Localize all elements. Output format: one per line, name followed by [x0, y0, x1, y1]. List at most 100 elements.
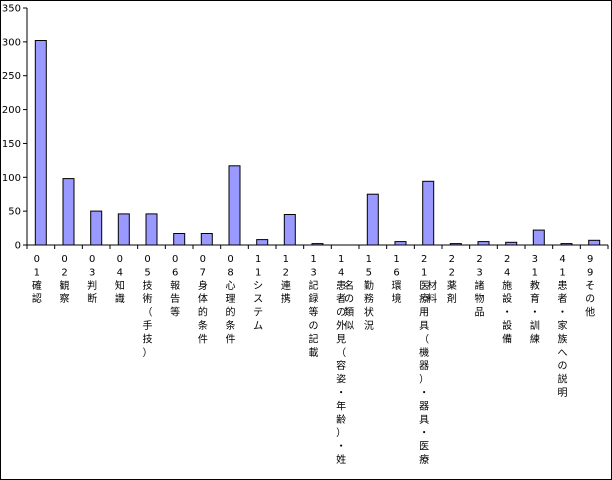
- x-tick-label: ・: [336, 442, 346, 453]
- x-tick-label: 患: [336, 280, 346, 292]
- bar: [34, 40, 47, 246]
- x-tick-label: 知: [115, 279, 125, 292]
- x-tick-label: の: [558, 361, 568, 372]
- x-tick-label: 訓: [530, 319, 540, 332]
- x-tick-label: 的: [198, 306, 208, 319]
- x-tick-label: 齢: [336, 413, 346, 426]
- x-tick-label: 身: [198, 279, 208, 292]
- x-tick-code-digit: 1: [310, 254, 316, 265]
- x-tick-label: 記: [309, 332, 319, 345]
- x-tick-label: 載: [309, 347, 319, 359]
- x-tick-code-digit: 2: [61, 267, 67, 278]
- x-tick-label: 名: [344, 279, 354, 292]
- x-tick-label: 医: [419, 441, 429, 453]
- x-tick-label: 明: [558, 387, 568, 399]
- x-tick-label: 療: [419, 453, 429, 466]
- x-tick-code-digit: 7: [200, 267, 206, 278]
- x-tick-label: 薬: [447, 280, 457, 292]
- bar: [62, 178, 75, 246]
- bar: [283, 214, 296, 246]
- x-tick-code-digit: 0: [172, 254, 178, 265]
- y-tick-label: 100: [2, 173, 21, 184]
- x-tick-label-group: 04知識04知識: [115, 254, 125, 305]
- x-tick-code-digit: 1: [559, 267, 565, 278]
- x-tick-label: 具: [419, 414, 429, 426]
- x-tick-label: シ: [253, 281, 263, 292]
- x-tick-code-digit: 1: [255, 254, 261, 265]
- x-tick-label: テ: [253, 308, 263, 319]
- x-tick-label: 医: [419, 280, 429, 292]
- x-tick-code-digit: 1: [255, 267, 261, 278]
- x-tick-label: 勤: [364, 279, 374, 292]
- x-tick-label: 断: [87, 292, 97, 305]
- x-tick-label: ）: [143, 347, 153, 359]
- x-tick-label: 観: [60, 279, 70, 292]
- x-tick-label: 条: [226, 319, 236, 332]
- x-tick-label: 況: [364, 320, 374, 332]
- x-tick-label: 外: [336, 320, 346, 332]
- x-tick-label-group: 99その他99その他: [585, 254, 595, 319]
- x-tick-code-digit: 0: [61, 254, 67, 265]
- x-tick-label: 他: [585, 306, 595, 319]
- x-tick-code-digit: 1: [532, 267, 538, 278]
- x-tick-label: 諸: [475, 279, 485, 292]
- x-tick-label: 告: [170, 292, 180, 305]
- x-tick-label-group: 12連携12連携: [281, 254, 291, 305]
- x-tick-label-group: 11システム11システム: [253, 254, 263, 332]
- x-tick-code-digit: 2: [504, 254, 510, 265]
- x-tick-label: 術: [143, 292, 153, 305]
- x-tick-label-group: 13記録等の記載13記録等の記載: [309, 254, 319, 359]
- x-tick-label: 年: [336, 399, 346, 412]
- x-tick-label: 者: [558, 293, 568, 305]
- x-tick-label: の: [336, 308, 346, 319]
- y-tick-label: 50: [8, 207, 21, 218]
- x-tick-label: 務: [364, 292, 374, 305]
- x-tick-code-digit: 1: [393, 254, 399, 265]
- bar: [90, 210, 103, 246]
- x-tick-label-group: 08心理的条件08心理的条件: [226, 254, 236, 345]
- x-tick-label-group: 22薬剤22薬剤: [447, 254, 457, 305]
- x-tick-label: の: [309, 321, 319, 332]
- x-tick-label: 等: [309, 306, 319, 319]
- x-tick-label: 患: [558, 280, 568, 292]
- x-tick-label: 族: [558, 332, 568, 345]
- y-tick-label: 0: [15, 241, 21, 252]
- y-tick-label: 150: [2, 139, 21, 150]
- x-tick-label: 判: [87, 280, 97, 292]
- x-tick-label: へ: [558, 348, 568, 359]
- x-tick-label: ・: [419, 428, 429, 439]
- x-tick-label: 者: [336, 293, 346, 305]
- x-tick-label: 等: [170, 306, 180, 319]
- x-tick-code-digit: 4: [504, 267, 510, 278]
- x-tick-label: 具: [419, 320, 429, 332]
- x-tick-label: 料: [427, 292, 437, 305]
- y-ticks: 0 50 100 150 200 250 300 350: [2, 4, 27, 252]
- x-tick-label: （: [419, 333, 429, 345]
- x-tick-label: 説: [558, 373, 568, 386]
- x-tick-code-digit: 3: [532, 254, 538, 265]
- x-tick-label: 技: [143, 332, 153, 345]
- x-tick-code-digit: 1: [338, 254, 344, 265]
- x-tick-label: 手: [143, 319, 153, 332]
- x-tick-label: 件: [198, 333, 208, 345]
- x-tick-label: ・: [419, 388, 429, 399]
- x-tick-code-digit: 5: [144, 267, 150, 278]
- x-tick-code-digit: 1: [366, 254, 372, 265]
- bar: [117, 213, 130, 246]
- x-tick-label: そ: [585, 280, 595, 292]
- x-tick-label: 記: [309, 279, 319, 292]
- x-tick-label: 体: [198, 293, 208, 305]
- x-tick-label: 育: [530, 292, 540, 305]
- x-tick-label: 境: [392, 292, 402, 305]
- x-tick-label: 施: [502, 279, 512, 292]
- x-tick-label: 容: [336, 359, 346, 372]
- bar: [422, 180, 435, 246]
- x-tick-code-digit: 1: [283, 254, 289, 265]
- bar: [588, 239, 601, 246]
- x-tick-code-digit: 4: [338, 267, 344, 278]
- x-tick-label: 報: [170, 280, 180, 292]
